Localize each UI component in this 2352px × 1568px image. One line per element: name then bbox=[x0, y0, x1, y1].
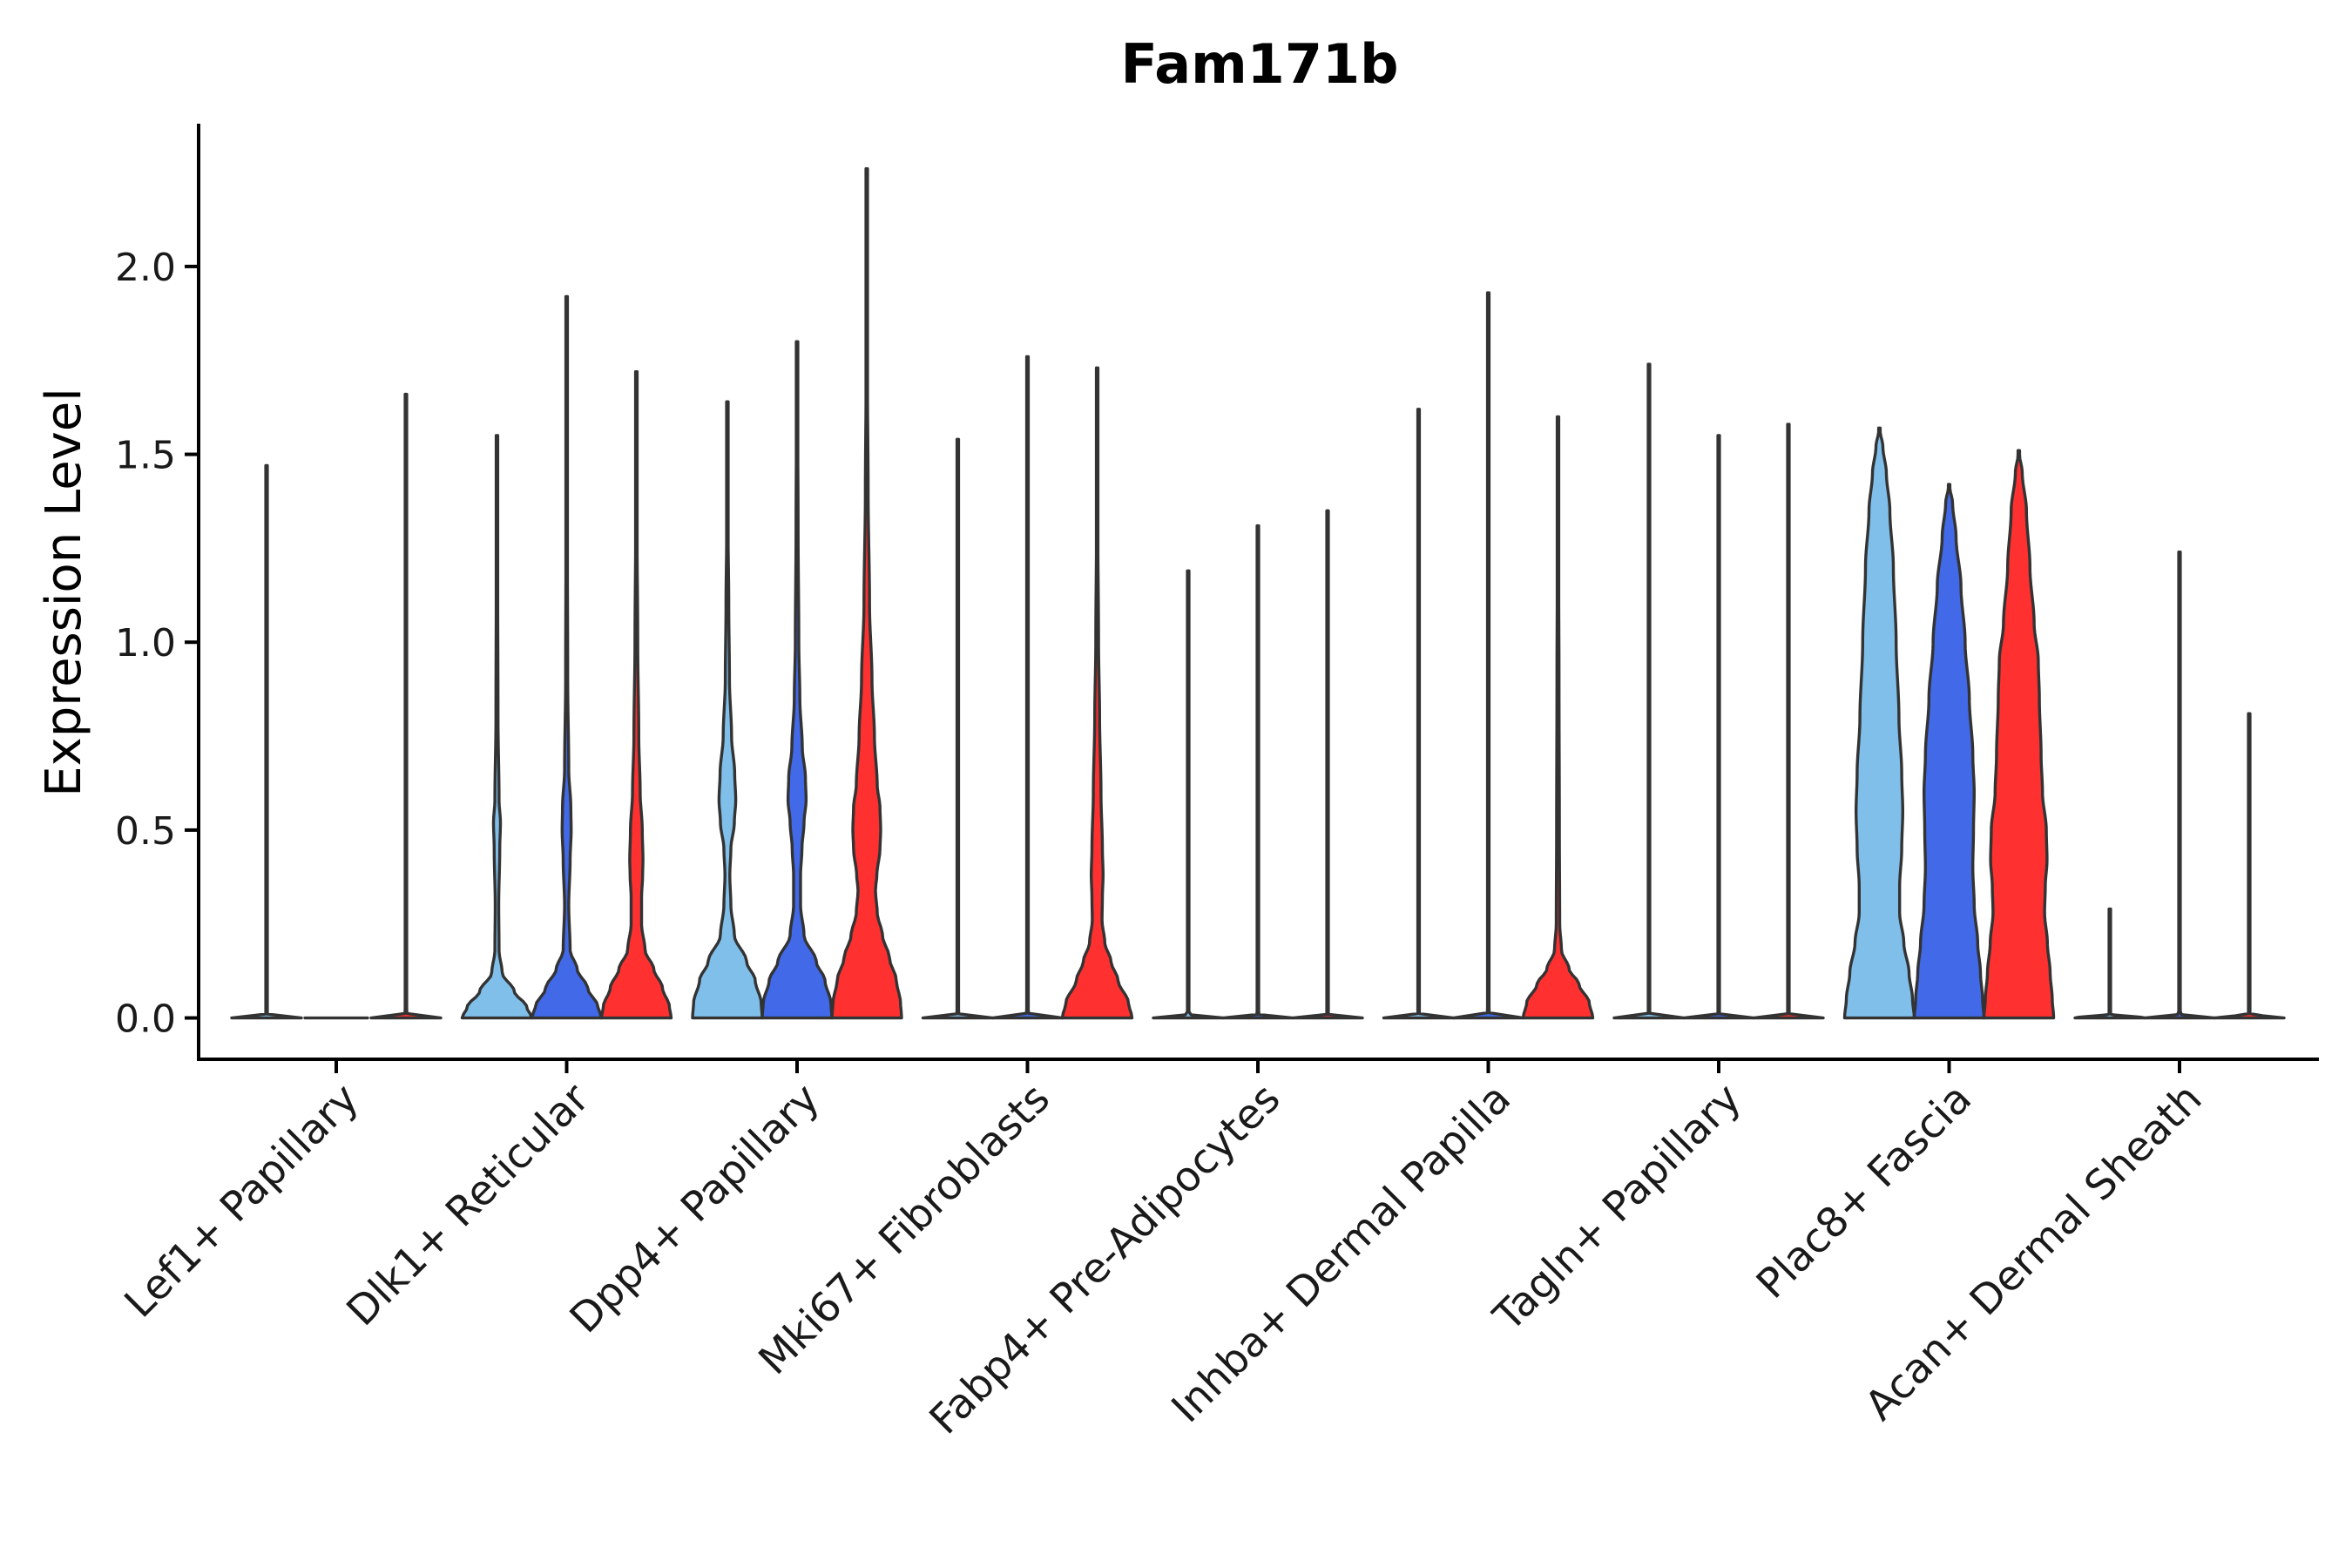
y-axis-label: Expression Level bbox=[36, 388, 92, 797]
violin-shape bbox=[760, 340, 834, 1020]
violin-shape bbox=[1982, 449, 2056, 1020]
y-tick-label: 0.5 bbox=[115, 809, 176, 854]
violin-shape bbox=[990, 355, 1064, 1020]
violin-shape bbox=[1382, 408, 1456, 1020]
violin-shape bbox=[460, 434, 534, 1020]
y-tick-label: 0.0 bbox=[115, 997, 176, 1042]
violin-shape bbox=[2143, 551, 2216, 1020]
x-tick-label: Plac8+ Fascia bbox=[1747, 1075, 1981, 1308]
violin-shape bbox=[1752, 422, 1825, 1020]
y-tick-label: 1.0 bbox=[115, 621, 176, 666]
violin-shape bbox=[1221, 524, 1294, 1020]
violin-shape bbox=[2213, 712, 2286, 1020]
violin-shape bbox=[230, 463, 303, 1020]
violin-shape bbox=[1612, 362, 1686, 1020]
violin-shape bbox=[369, 392, 443, 1020]
violin-shape bbox=[2073, 907, 2146, 1020]
y-tick-label: 2.0 bbox=[115, 246, 176, 290]
y-tick-label: 1.5 bbox=[115, 434, 176, 478]
x-tick-label: Dpp4+ Papillary bbox=[561, 1075, 829, 1343]
violin-shape bbox=[691, 400, 764, 1020]
violin-shape bbox=[1060, 366, 1134, 1020]
violin-shape bbox=[530, 294, 604, 1020]
x-tick-label: Tagln+ Papillary bbox=[1484, 1075, 1751, 1342]
violin-shape bbox=[599, 369, 673, 1020]
violin-shape bbox=[1521, 415, 1595, 1020]
violin-shape bbox=[1152, 569, 1225, 1020]
violin-shape bbox=[830, 167, 903, 1020]
violin-shape bbox=[1912, 483, 1986, 1020]
y-axis-ticks: 0.0 0.5 1.0 1.5 2.0 bbox=[115, 246, 199, 1042]
violin-shape bbox=[921, 437, 995, 1020]
x-tick-label: Dlk1+ Reticular bbox=[338, 1074, 599, 1335]
x-tick-label: Lef1+ Papillary bbox=[116, 1075, 368, 1328]
violin-shape bbox=[1291, 509, 1364, 1020]
chart-title: Fam171b bbox=[1121, 32, 1399, 96]
violin-shape bbox=[1842, 426, 1916, 1020]
violin-shape bbox=[1682, 434, 1755, 1020]
violin-group bbox=[230, 167, 2286, 1020]
violin-shape bbox=[1451, 291, 1525, 1020]
